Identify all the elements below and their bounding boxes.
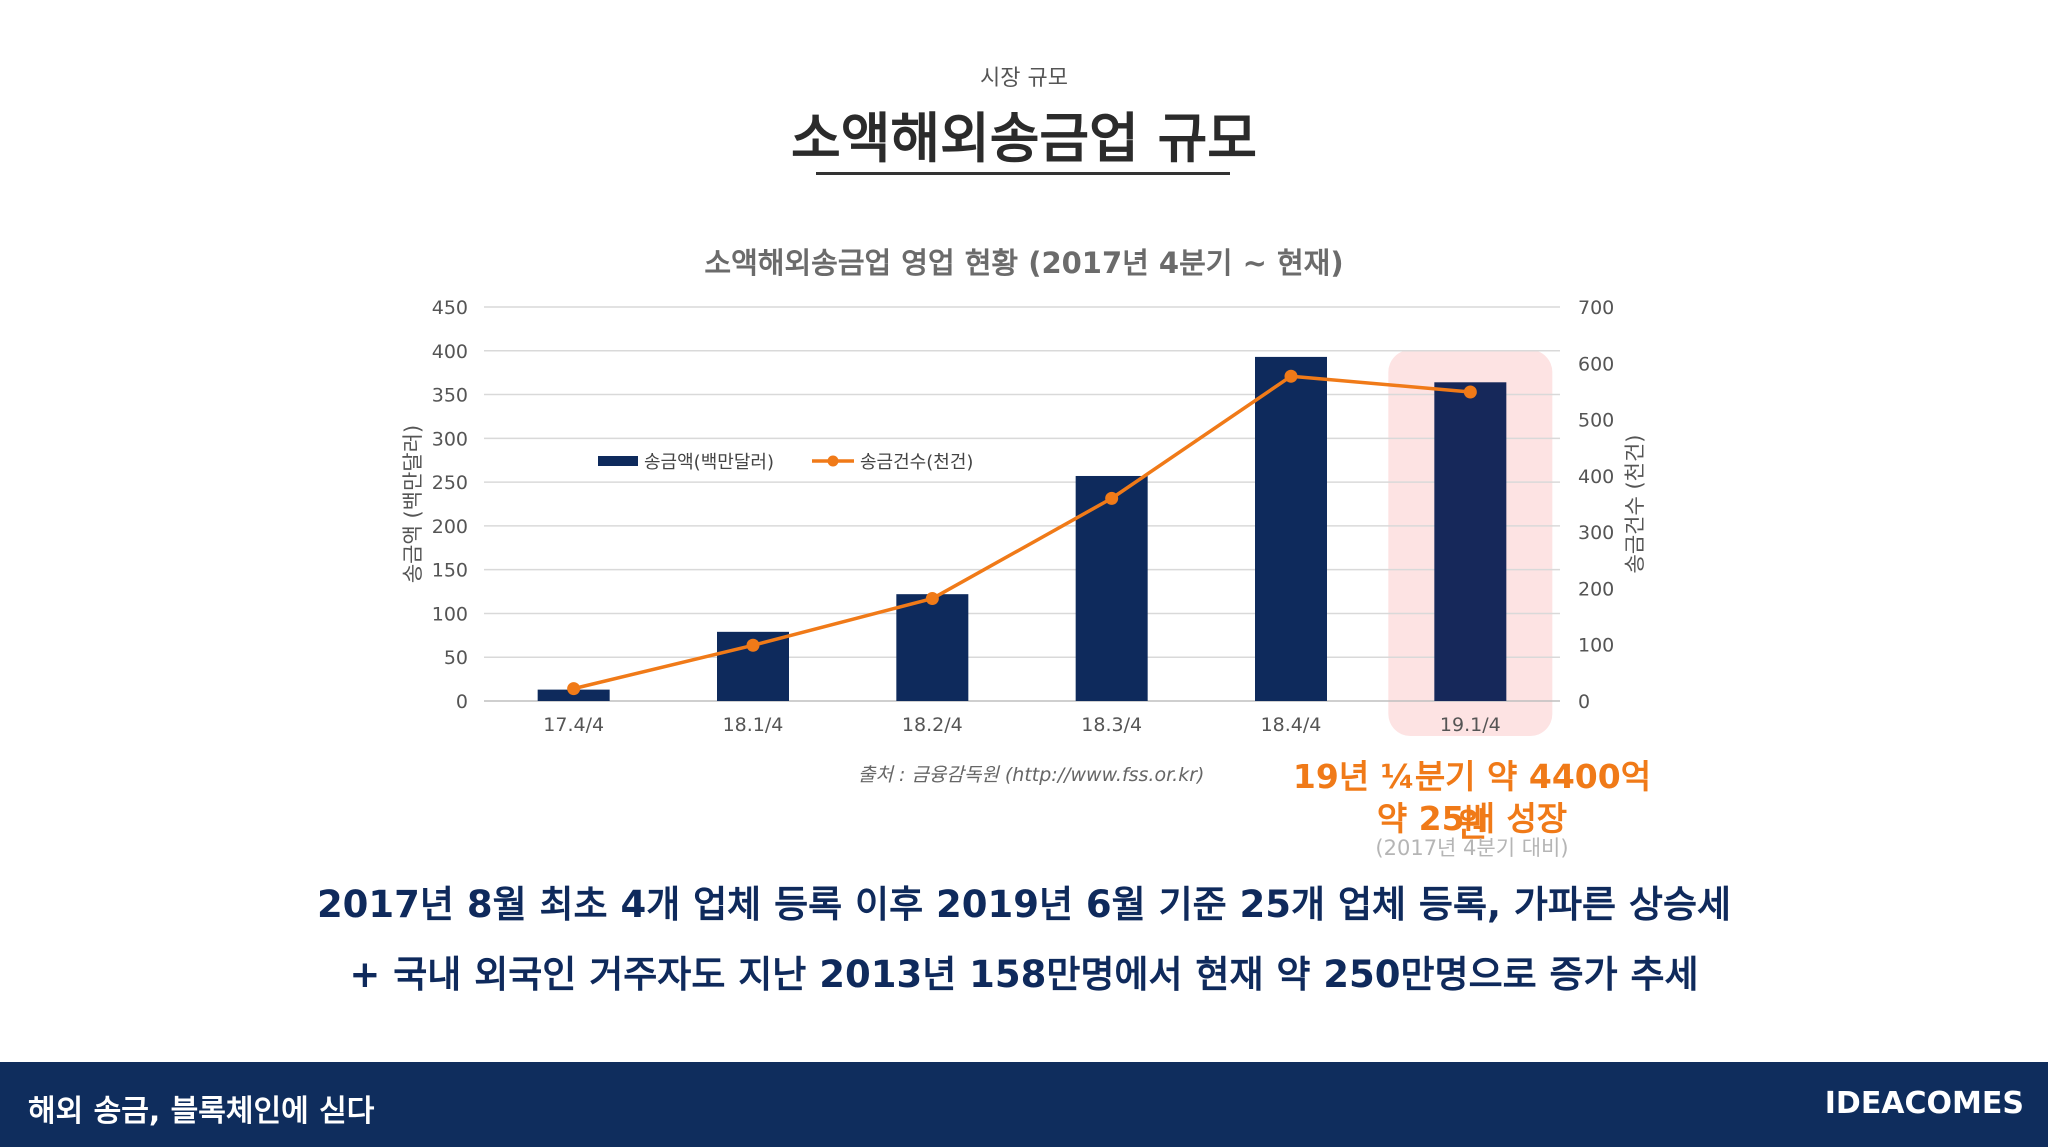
y-tick-right: 400 — [1578, 466, 1614, 488]
y-axis-title-left: 송금액 (백만달러) — [401, 425, 425, 583]
bar — [1255, 356, 1327, 701]
bar — [1075, 475, 1148, 701]
legend-swatch-marker — [827, 455, 839, 467]
chart-source: 출처 : 금융감독원 (http://www.fss.or.kr) — [858, 764, 1205, 786]
line-point — [1463, 385, 1477, 399]
x-tick-label: 19.1/4 — [1440, 714, 1501, 736]
y-tick-right: 200 — [1578, 578, 1614, 600]
title-underline — [816, 172, 1230, 175]
line-point — [567, 682, 581, 696]
x-tick-label: 18.4/4 — [1261, 714, 1322, 736]
footer-bar: 해외 송금, 블록체인에 싣다 IDEACOMES — [0, 1062, 2048, 1147]
x-tick-label: 18.1/4 — [723, 714, 784, 736]
x-tick-label: 18.3/4 — [1081, 714, 1142, 736]
y-tick-left: 50 — [444, 647, 468, 669]
y-tick-left: 100 — [432, 603, 468, 625]
bar-line-chart: 0 50 100 150 200 250 300 350 400 450 0 100 200 300 400… — [401, 297, 1647, 736]
line-point — [1105, 491, 1119, 505]
y-tick-right: 500 — [1578, 410, 1614, 432]
chart-title: 소액해외송금업 영업 현황 (2017년 4분기 ~ 현재) — [704, 246, 1344, 280]
line-point — [1284, 369, 1298, 383]
summary-line-2: + 국내 외국인 거주자도 지난 2013년 158만명에서 현재 약 250만… — [349, 953, 1699, 996]
legend-swatch-bar — [598, 456, 638, 466]
y-axis-title-right: 송금건수 (천건) — [1623, 435, 1647, 574]
y-tick-left: 200 — [432, 516, 468, 538]
legend-label-bar: 송금액(백만달러) — [644, 452, 774, 473]
y-tick-left: 0 — [456, 691, 468, 713]
y-tick-left: 300 — [432, 428, 468, 450]
x-tick-label: 17.4/4 — [543, 714, 604, 736]
slide-subtitle: 시장 규모 — [980, 66, 1068, 91]
footer-title: 해외 송금, 블록체인에 싣다 — [28, 1094, 375, 1129]
growth-callout-multiple: 약 25배 성장 — [1376, 799, 1568, 838]
y-tick-right: 600 — [1578, 353, 1614, 375]
line-point — [925, 592, 939, 606]
line-point — [746, 638, 760, 652]
bar — [896, 594, 969, 701]
bar — [1434, 382, 1507, 701]
growth-callout-amount: 19년 ¼분기 약 4400억원 — [1292, 757, 1652, 844]
y-tick-right: 700 — [1578, 297, 1614, 319]
legend-label-line: 송금건수(천건) — [860, 452, 973, 473]
y-tick-left: 450 — [432, 297, 468, 319]
y-tick-right: 300 — [1578, 522, 1614, 544]
y-tick-right: 0 — [1578, 691, 1590, 713]
footer-brand: IDEACOMES — [1824, 1086, 2024, 1121]
growth-callout-note: (2017년 4분기 대비) — [1375, 836, 1569, 860]
y-tick-left: 250 — [432, 472, 468, 494]
slide-title: 소액해외송금업 규모 — [791, 107, 1257, 170]
y-tick-left: 400 — [432, 341, 468, 363]
y-tick-left: 150 — [432, 560, 468, 582]
summary-line-1: 2017년 8월 최초 4개 업체 등록 이후 2019년 6월 기준 25개 … — [316, 883, 1732, 926]
line-series — [573, 374, 1471, 691]
bar — [537, 689, 610, 701]
y-tick-right: 100 — [1578, 635, 1614, 657]
x-tick-label: 18.2/4 — [902, 714, 963, 736]
y-tick-left: 350 — [432, 385, 468, 407]
